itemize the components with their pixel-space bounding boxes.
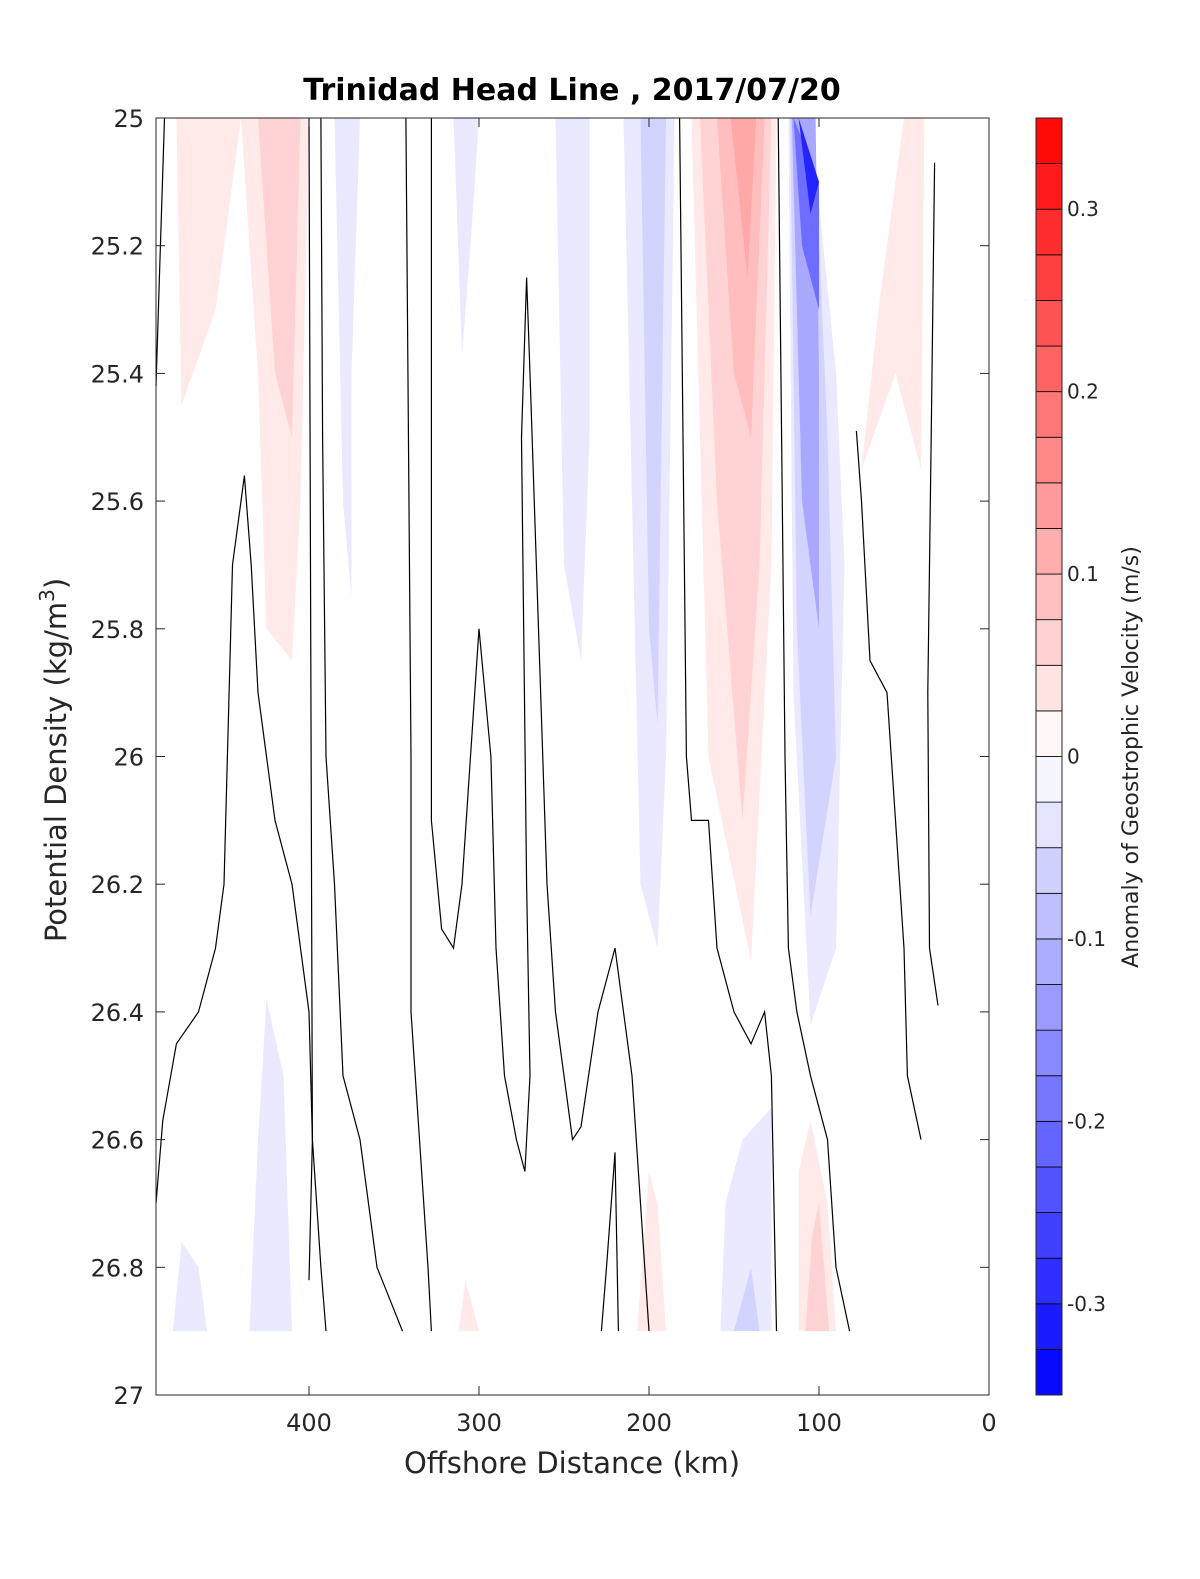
filled-region-19 [249, 999, 292, 1332]
y-tick-label: 26.4 [91, 999, 144, 1027]
filled-region-16 [798, 118, 819, 214]
colorbar-segment [1035, 938, 1063, 985]
colorbar-tick-label: -0.3 [1067, 1292, 1106, 1316]
x-axis-label: Offshore Distance (km) [404, 1446, 740, 1480]
y-tick-label: 25.8 [91, 616, 144, 644]
colorbar-segment [1035, 117, 1063, 165]
y-tick-labels: 25 25.2 25.4 25.6 25.8 26 26.2 26.4 26.6 26.8 27 [91, 105, 144, 1410]
filled-region-7 [640, 118, 666, 725]
filled-regions [173, 118, 925, 1332]
colorbar-segment [1035, 892, 1063, 940]
y-tick-label: 26.8 [91, 1254, 144, 1282]
plot-frame [155, 117, 990, 1396]
y-tick-label: 26 [113, 744, 144, 772]
contour-line-7 [679, 117, 778, 1332]
filled-region-18 [173, 1241, 207, 1332]
colorbar-tick-label: 0 [1067, 745, 1080, 769]
filled-region-23 [734, 1267, 760, 1332]
filled-region-21 [637, 1171, 666, 1332]
contour-line-5 [430, 118, 650, 1332]
y-tick-label: 25.2 [91, 233, 144, 261]
colorbar-segment [1035, 756, 1063, 803]
colorbar-segment [1035, 163, 1063, 210]
x-tick-labels: 400 300 200 100 0 [286, 1409, 997, 1437]
colorbar-segment [1035, 984, 1063, 1031]
plot-area [155, 117, 990, 1396]
x-tick-label: 300 [456, 1409, 502, 1437]
contour-line-10 [927, 162, 939, 1006]
colorbar-segment [1035, 664, 1063, 712]
colorbar-segment [1035, 528, 1063, 575]
filled-region-22 [720, 1107, 772, 1332]
x-tick-label: 0 [981, 1409, 996, 1437]
colorbar-segment [1035, 1075, 1063, 1122]
colorbar: -0.3 -0.2 -0.1 0 0.1 0.2 0.3 [1035, 117, 1106, 1396]
contour-line-2 [308, 117, 314, 1281]
colorbar-segment [1035, 482, 1063, 529]
colorbar-segment [1035, 710, 1063, 757]
contour-line-1 [155, 475, 327, 1332]
contour-line-8 [777, 117, 851, 1332]
colorbar-segment [1035, 1029, 1063, 1077]
contour-line-3 [320, 117, 404, 1332]
contour-line-4 [405, 117, 432, 1332]
colorbar-segment [1035, 1120, 1063, 1168]
filled-region-11 [730, 118, 757, 278]
colorbar-segment [1035, 345, 1063, 393]
colorbar-segment [1035, 1303, 1063, 1350]
y-axis-label: Potential Density (kg/m3) [35, 578, 73, 942]
contour-line-6 [600, 1152, 619, 1332]
x-tick-label: 100 [796, 1409, 842, 1437]
colorbar-segment [1035, 847, 1063, 894]
x-tick-label: 200 [626, 1409, 672, 1437]
colorbar-segment [1035, 801, 1063, 849]
colorbar-segment [1035, 1212, 1063, 1259]
filled-region-10 [717, 118, 765, 438]
contour-line-9 [855, 430, 922, 1140]
colorbar-tick-label: 0.3 [1067, 197, 1099, 221]
colorbar-segment [1035, 391, 1063, 438]
y-axis-label-main: Potential Density (kg/m [39, 602, 73, 942]
y-tick-label: 26.6 [91, 1127, 144, 1155]
filled-region-20 [458, 1280, 479, 1332]
chart-title: Trinidad Head Line , 2017/07/20 [303, 73, 840, 108]
colorbar-label: Anomaly of Geostrophic Velocity (m/s) [1119, 546, 1144, 968]
colorbar-tick-label: 0.1 [1067, 562, 1099, 586]
y-tick-label: 25.6 [91, 488, 144, 516]
colorbar-segment [1035, 254, 1063, 301]
y-tick-label: 25.4 [91, 360, 144, 388]
y-tick-label: 25 [113, 105, 144, 133]
colorbar-segment [1035, 573, 1063, 621]
y-tick-label: 26.2 [91, 871, 144, 899]
filled-region-5 [555, 118, 590, 661]
contour-line-0 [155, 117, 166, 387]
contour-lines [155, 117, 939, 1332]
colorbar-segment [1035, 619, 1063, 666]
y-axis-label-superscript: 3 [35, 589, 59, 602]
colorbar-tick-label: 0.2 [1067, 380, 1099, 404]
filled-region-2 [258, 118, 301, 438]
filled-region-0 [176, 118, 241, 406]
colorbar-segment [1035, 208, 1063, 256]
filled-region-15 [793, 118, 819, 310]
colorbar-segment [1035, 1166, 1063, 1213]
x-tick-label: 400 [286, 1409, 332, 1437]
colorbar-segment [1035, 300, 1063, 347]
colorbar-tick-label: -0.2 [1067, 1109, 1106, 1133]
y-axis-label-suffix: ) [39, 578, 73, 589]
filled-region-4 [453, 118, 479, 355]
colorbar-segment [1035, 1348, 1063, 1396]
colorbar-tick-label: -0.1 [1067, 927, 1106, 951]
filled-region-25 [805, 1203, 830, 1332]
filled-region-17 [861, 118, 925, 470]
colorbar-segment [1035, 436, 1063, 484]
colorbar-segment [1035, 1257, 1063, 1305]
y-tick-label: 27 [113, 1382, 144, 1410]
filled-region-3 [334, 118, 360, 597]
